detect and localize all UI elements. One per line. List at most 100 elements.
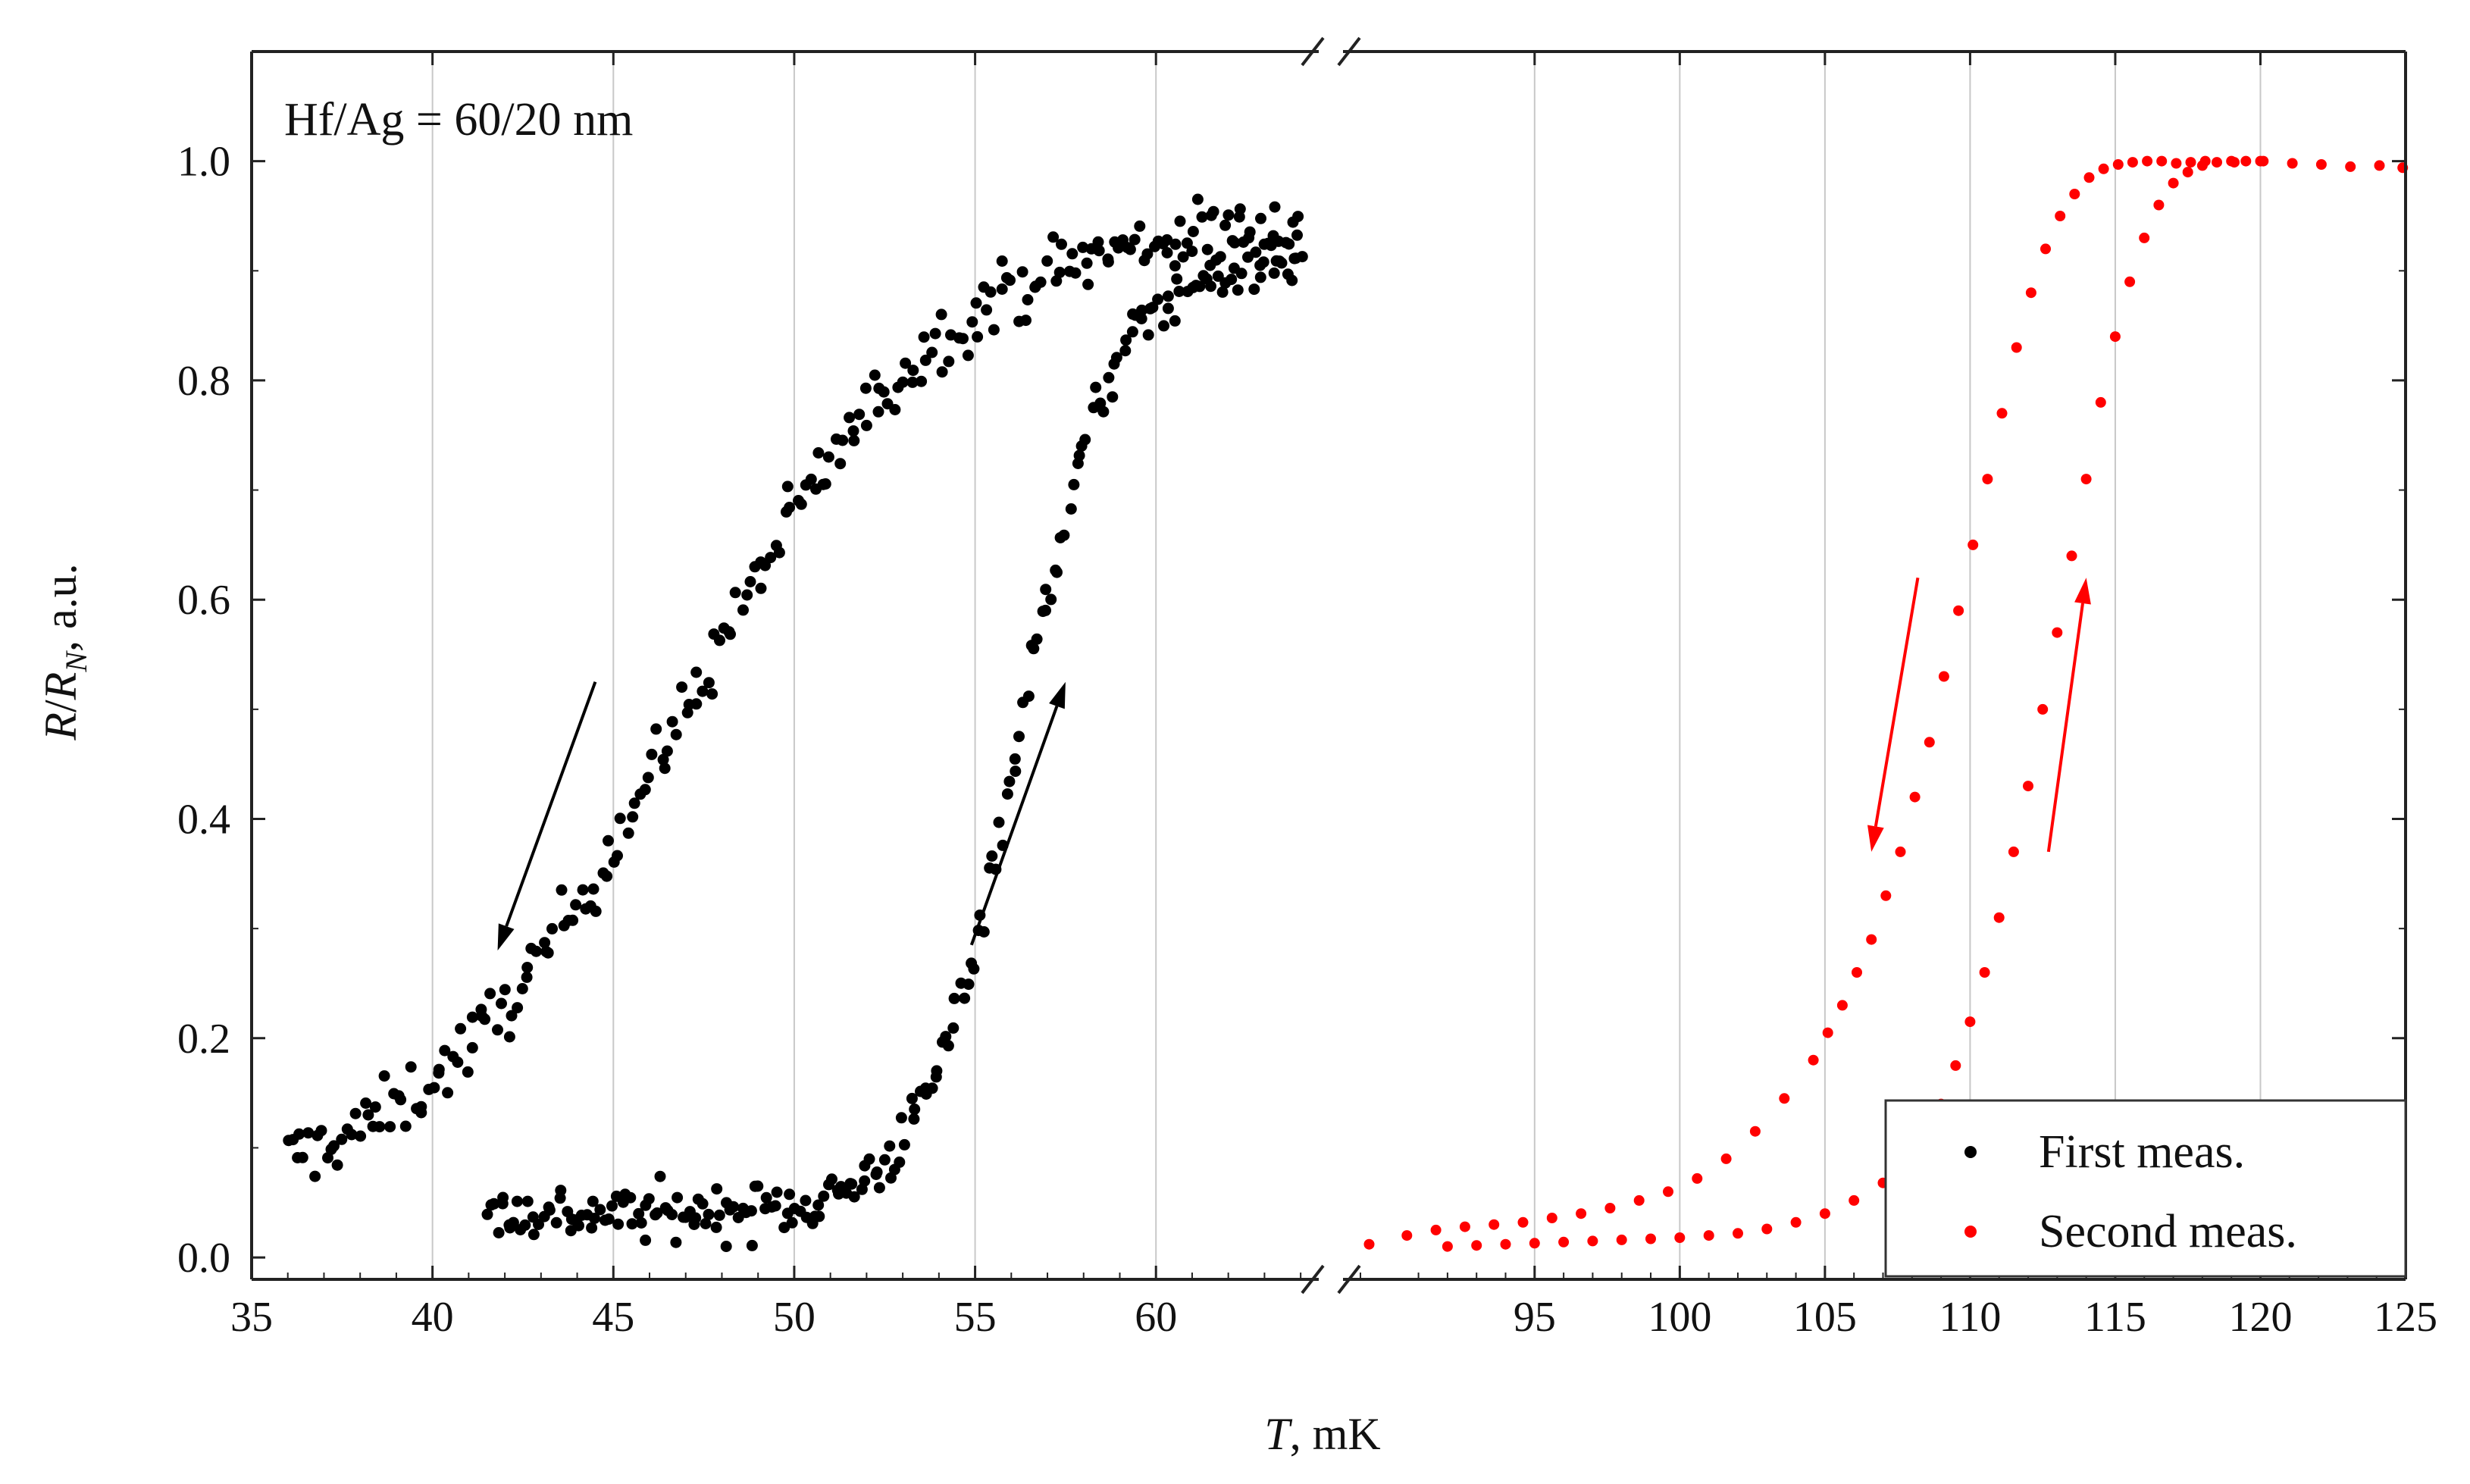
first-warming-point [710,1221,722,1233]
second-cooling-point [1363,1238,1375,1250]
first-warming-point [1232,284,1244,296]
first-warming-point [666,1209,678,1220]
first-warming-point [1003,775,1016,787]
second-warming-point [2240,155,2252,167]
first-cooling-point [929,327,941,340]
second-cooling-point [1749,1126,1761,1137]
first-warming-point [800,1194,812,1207]
first-warming-point [589,1213,600,1224]
first-warming-point [1177,251,1189,263]
legend-label-first: First meas. [2039,1126,2245,1178]
second-cooling-point [1808,1054,1819,1066]
first-warming-point [550,1216,562,1229]
x-tick-label-55: 55 [954,1294,997,1341]
first-warming-point [1120,334,1132,346]
first-cooling-point [795,498,807,510]
first-warming-point [1135,313,1147,324]
first-warming-point [1107,391,1119,403]
first-cooling-point [834,458,847,470]
first-cooling-point [936,366,948,378]
second-warming-point [2008,846,2019,857]
first-warming-point [1097,405,1110,418]
first-cooling-point [466,1041,478,1054]
first-cooling-point [452,1057,464,1068]
first-warming-point [752,1180,764,1192]
second-cooling-point [2055,211,2066,221]
first-cooling-point [670,728,682,740]
second-cooling-point [2185,157,2196,168]
first-warming-point [496,1198,509,1210]
first-warming-point [672,1191,684,1204]
first-cooling-point [847,425,859,437]
second-cooling-point [1924,737,1935,748]
first-cooling-point [972,330,984,343]
first-warming-point [1142,329,1154,341]
second-cooling-point [2098,163,2109,174]
first-cooling-point [666,715,678,728]
first-cooling-point [1050,275,1063,287]
first-warming-point [1051,566,1063,578]
first-cooling-point [360,1097,372,1109]
x-tick-label-105: 105 [1793,1294,1857,1341]
first-warming-point [771,1186,783,1198]
first-cooling-point [622,827,634,839]
first-cooling-point [603,834,614,847]
second-cooling-point [1938,671,1949,682]
first-cooling-point [872,405,884,418]
second-cooling-point [1430,1224,1442,1235]
y-axis-title-sub: N [59,650,93,673]
first-warming-point [1216,286,1229,298]
series-first-meas [283,193,1308,1252]
first-warming-point [493,1227,505,1238]
legend-marker-first [1964,1146,1977,1158]
first-cooling-point [996,255,1008,267]
first-cooling-point [1134,220,1146,232]
first-cooling-point [741,589,753,601]
first-cooling-point [362,1109,374,1121]
first-warming-point [1169,315,1181,327]
second-cooling-point [1576,1208,1587,1219]
first-warming-point [1079,434,1091,446]
first-warming-point [1068,478,1080,490]
second-warming-point [2182,167,2193,178]
x-tick-label-120: 120 [2228,1294,2292,1341]
first-cooling-point [1234,203,1246,215]
first-warming-point [959,992,971,1004]
first-cooling-point [1187,226,1199,237]
first-warming-point [1028,643,1040,655]
arrow-head-0 [497,923,515,951]
first-cooling-point [1207,205,1219,218]
first-cooling-point [455,1022,467,1035]
second-warming-point [1442,1241,1453,1252]
first-warming-point [1147,302,1159,314]
second-warming-point [1849,1194,1860,1206]
first-warming-point [746,1239,758,1251]
second-cooling-point [1604,1203,1616,1213]
first-cooling-point [1196,211,1208,223]
y-axis-title-r: R [36,712,86,741]
first-warming-point [760,1191,772,1204]
first-cooling-point [907,365,919,377]
first-warming-point [894,1156,906,1168]
y-axis-title: R/RN, a.u. [36,563,93,740]
first-cooling-point [346,1129,358,1141]
first-warming-point [711,1183,723,1195]
y-tick-label-0.8: 0.8 [177,358,230,405]
first-cooling-point [1020,315,1032,327]
first-warming-point [587,1195,599,1207]
first-cooling-point [906,376,919,388]
first-warming-point [940,1031,952,1043]
first-warming-point [1072,458,1084,469]
first-cooling-point [516,983,528,994]
first-warming-point [1265,240,1277,252]
first-cooling-point [1041,255,1053,267]
first-warming-point [1126,326,1138,338]
first-cooling-point [639,784,651,796]
first-cooling-point [587,883,599,895]
first-warming-point [871,1166,883,1178]
first-cooling-point [1077,241,1089,253]
first-cooling-point [996,283,1008,295]
second-warming-point [2168,177,2179,189]
legend: First meas. Second meas. [1884,1099,2407,1278]
y-axis-title-slash: / [36,700,86,712]
